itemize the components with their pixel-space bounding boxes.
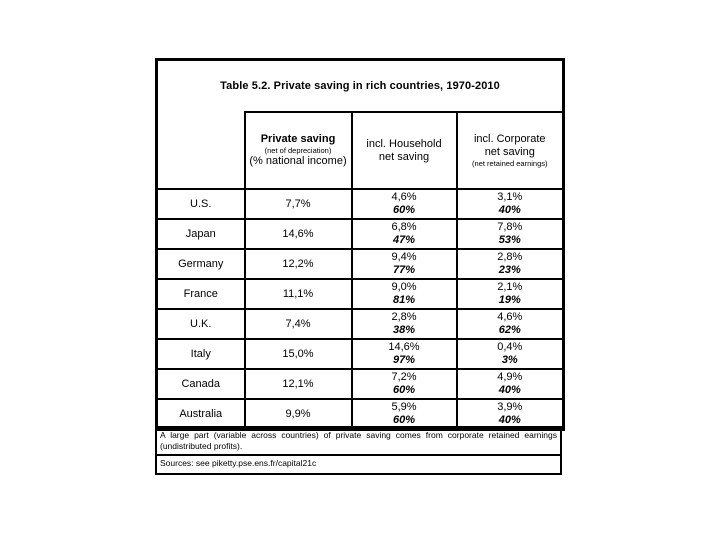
household-cell: 6,8% 47% xyxy=(350,218,458,250)
household-header-line1: incl. Household xyxy=(366,137,442,150)
household-cell: 9,0% 81% xyxy=(350,278,458,310)
household-cell: 5,9% 60% xyxy=(350,398,458,431)
corporate-header-subtitle: (net retained earnings) xyxy=(472,159,548,168)
private-saving-header-title: Private saving xyxy=(260,133,336,145)
household-value: 7,2% xyxy=(391,371,417,383)
country-cell: U.K. xyxy=(155,308,246,340)
corporate-cell: 2,8% 23% xyxy=(455,248,565,280)
table-row-australia: Australia 9,9% 5,9% 60% 3,9% 40% xyxy=(155,398,565,431)
table-row-japan: Japan 14,6% 6,8% 47% 7,8% 53% xyxy=(155,218,565,250)
household-share: 60% xyxy=(392,414,416,426)
corporate-cell: 7,8% 53% xyxy=(455,218,565,250)
corporate-cell: 4,6% 62% xyxy=(455,308,565,340)
country-cell: U.S. xyxy=(155,188,246,220)
private-saving-cell: 14,6% xyxy=(243,218,353,250)
table-title: Table 5.2. Private saving in rich countr… xyxy=(220,80,500,92)
corporate-share: 40% xyxy=(498,384,521,396)
household-value: 9,0% xyxy=(391,281,417,293)
column-header-corporate: incl. Corporate net saving (net retained… xyxy=(455,111,565,190)
table-row-italy: Italy 15,0% 14,6% 97% 0,4% 3% xyxy=(155,338,565,370)
table-row-uk: U.K. 7,4% 2,8% 38% 4,6% 62% xyxy=(155,308,565,340)
household-value: 5,9% xyxy=(391,401,417,413)
private-saving-header-unit: (% national income) xyxy=(249,155,347,167)
household-cell: 9,4% 77% xyxy=(350,248,458,280)
household-cell: 4,6% 60% xyxy=(350,188,458,220)
household-share: 97% xyxy=(392,354,416,366)
notes-box: A large part (variable across countries)… xyxy=(155,426,562,475)
table-row-canada: Canada 12,1% 7,2% 60% 4,9% 40% xyxy=(155,368,565,400)
sources-text: Sources: see piketty.pse.ens.fr/capital2… xyxy=(160,458,317,468)
table-header-row: Private saving (net of depreciation) (% … xyxy=(157,111,565,190)
column-header-household: incl. Household net saving xyxy=(350,111,458,190)
household-cell: 7,2% 60% xyxy=(350,368,458,400)
household-value: 2,8% xyxy=(391,311,417,323)
table-title-row: Table 5.2. Private saving in rich countr… xyxy=(157,60,564,113)
corporate-cell: 2,1% 19% xyxy=(455,278,565,310)
household-share: 60% xyxy=(392,384,416,396)
corporate-cell: 4,9% 40% xyxy=(455,368,565,400)
household-value: 6,8% xyxy=(391,221,417,233)
household-header-line2: net saving xyxy=(378,150,430,163)
corporate-share: 40% xyxy=(498,414,521,426)
corporate-share: 3% xyxy=(501,354,518,366)
country-cell: Italy xyxy=(155,338,246,370)
country-column-header-empty xyxy=(157,112,245,189)
corporate-header-line1: incl. Corporate xyxy=(473,133,546,145)
household-value: 9,4% xyxy=(391,251,417,263)
private-saving-cell: 7,7% xyxy=(243,188,353,220)
private-saving-cell: 12,1% xyxy=(243,368,353,400)
corporate-value: 2,8% xyxy=(497,251,523,263)
column-header-private-saving: Private saving (net of depreciation) (% … xyxy=(243,111,353,190)
note-text: A large part (variable across countries)… xyxy=(157,428,560,456)
country-cell: Canada xyxy=(155,368,246,400)
corporate-value: 3,9% xyxy=(497,401,523,413)
household-share: 38% xyxy=(392,324,416,336)
table-row-france: France 11,1% 9,0% 81% 2,1% 19% xyxy=(155,278,565,310)
corporate-share: 19% xyxy=(498,294,521,306)
household-share: 47% xyxy=(392,234,416,246)
corporate-share: 23% xyxy=(498,264,521,276)
table-row-us: U.S. 7,7% 4,6% 60% 3,1% 40% xyxy=(155,188,565,220)
private-saving-header-subtitle: (net of depreciation) xyxy=(264,146,332,155)
corporate-value: 3,1% xyxy=(497,191,523,203)
corporate-value: 2,1% xyxy=(497,281,523,293)
household-share: 60% xyxy=(392,204,416,216)
private-saving-table: Table 5.2. Private saving in rich countr… xyxy=(155,58,566,431)
corporate-cell: 3,9% 40% xyxy=(455,398,565,431)
private-saving-cell: 7,4% xyxy=(243,308,353,340)
corporate-value: 4,6% xyxy=(497,311,523,323)
corporate-share: 40% xyxy=(498,204,521,216)
private-saving-cell: 15,0% xyxy=(243,338,353,370)
corporate-share: 53% xyxy=(498,234,521,246)
corporate-header-line2: net saving xyxy=(484,146,535,158)
household-share: 77% xyxy=(392,264,416,276)
household-share: 81% xyxy=(392,294,416,306)
corporate-value: 4,9% xyxy=(497,371,523,383)
household-cell: 2,8% 38% xyxy=(350,308,458,340)
corporate-cell: 3,1% 40% xyxy=(455,188,565,220)
country-cell: Japan xyxy=(155,218,246,250)
corporate-value: 7,8% xyxy=(497,221,523,233)
corporate-value: 0,4% xyxy=(497,341,523,353)
corporate-cell: 0,4% 3% xyxy=(455,338,565,370)
table-row-germany: Germany 12,2% 9,4% 77% 2,8% 23% xyxy=(155,248,565,280)
household-cell: 14,6% 97% xyxy=(350,338,458,370)
private-saving-cell: 9,9% xyxy=(243,398,353,431)
household-value: 14,6% xyxy=(388,341,420,353)
private-saving-cell: 12,2% xyxy=(243,248,353,280)
corporate-share: 62% xyxy=(498,324,521,336)
country-cell: France xyxy=(155,278,246,310)
private-saving-cell: 11,1% xyxy=(243,278,353,310)
country-cell: Germany xyxy=(155,248,246,280)
country-cell: Australia xyxy=(155,398,246,431)
household-value: 4,6% xyxy=(391,191,417,203)
